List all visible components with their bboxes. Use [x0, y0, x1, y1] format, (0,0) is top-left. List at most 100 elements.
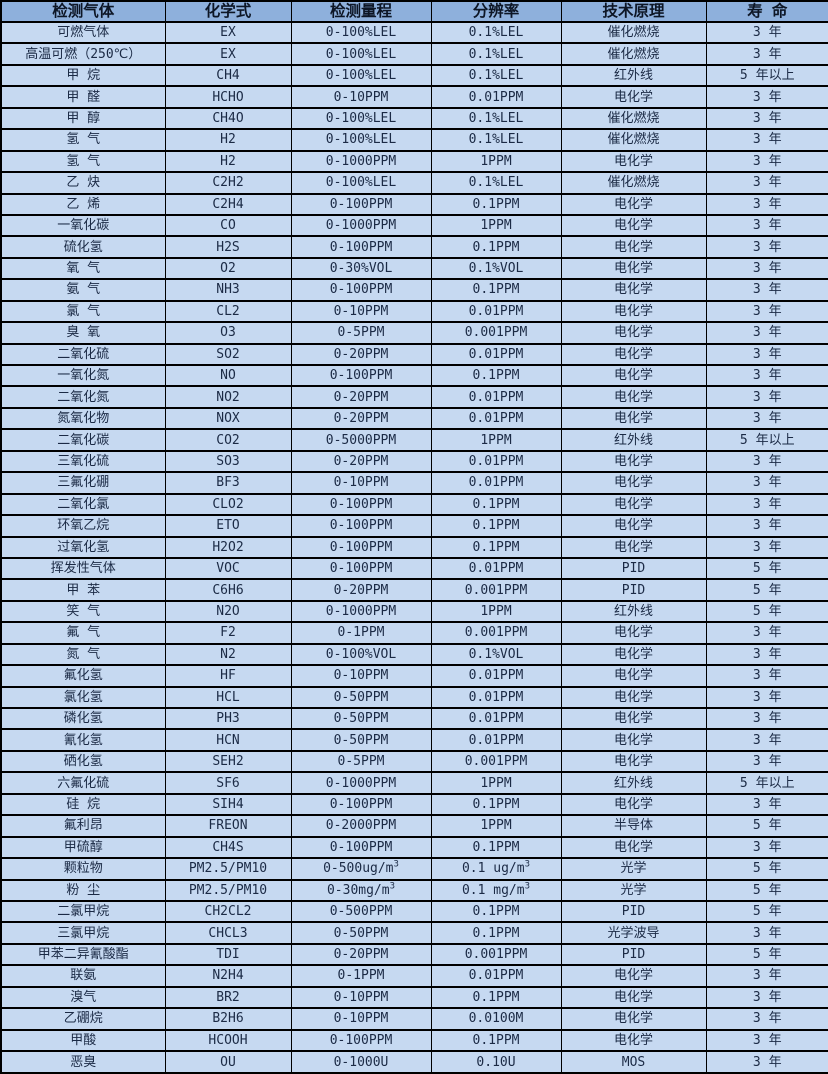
- table-cell: 0-100PPM: [290, 556, 432, 581]
- table-cell: 5 年: [705, 878, 828, 902]
- table-cell: 0.1PPM: [430, 192, 562, 216]
- table-cell: H2S: [164, 235, 292, 259]
- table-cell: 电化学: [560, 406, 707, 431]
- table-cell: 0-1000PPM: [290, 213, 432, 238]
- table-cell: 0.1PPM: [430, 235, 562, 259]
- table-cell: 电化学: [560, 621, 707, 645]
- table-row: 甲酸 HCOOH 0-100PPM 0.1PPM 电化学 3 年: [0, 1028, 828, 1053]
- table-cell: 3 年: [705, 213, 828, 238]
- table-cell: 0.01PPM: [430, 964, 562, 988]
- table-cell: 溴气: [0, 985, 166, 1010]
- table-cell: 0.1%LEL: [430, 106, 562, 131]
- table-cell: 电化学: [560, 1028, 707, 1053]
- table-cell: 0-100PPM: [290, 514, 432, 538]
- table-row: 甲 醛 HCHO 0-10PPM 0.01PPM 电化学 3 年: [0, 85, 828, 109]
- table-cell: HCHO: [164, 85, 292, 109]
- table-cell: 0-10PPM: [290, 471, 432, 495]
- table-row: 可燃气体 EX 0-100%LEL 0.1%LEL 催化燃烧 3 年: [0, 20, 828, 45]
- table-cell: 3 年: [705, 835, 828, 860]
- table-cell: PID: [560, 556, 707, 581]
- table-cell: 0.01PPM: [430, 556, 562, 581]
- table-row: 硒化氢 SEH2 0-5PPM 0.001PPM 电化学 3 年: [0, 749, 828, 774]
- table-cell: 3 年: [705, 749, 828, 774]
- table-cell: C6H6: [164, 578, 292, 602]
- table-cell: 红外线: [560, 428, 707, 452]
- table-cell: 电化学: [560, 213, 707, 238]
- table-cell: 0-5PPM: [290, 321, 432, 345]
- table-cell: 氮 气: [0, 642, 166, 667]
- table-cell: 3 年: [705, 621, 828, 645]
- table-cell: CO: [164, 213, 292, 238]
- table-cell: 甲 苯: [0, 578, 166, 602]
- table-cell: 0-10PPM: [290, 299, 432, 324]
- table-cell: 二氧化氯: [0, 492, 166, 517]
- table-cell: 3 年: [705, 321, 828, 345]
- table-cell: 三氧化硫: [0, 449, 166, 474]
- table-cell: 电化学: [560, 299, 707, 324]
- table-cell: 0-20PPM: [290, 942, 432, 967]
- table-cell: 可燃气体: [0, 20, 166, 45]
- table-cell: 三氯甲烷: [0, 921, 166, 945]
- table-cell: 3 年: [705, 706, 828, 731]
- table-cell: 0.001PPM: [430, 321, 562, 345]
- table-cell: NH3: [164, 278, 292, 302]
- table-cell: 电化学: [560, 256, 707, 281]
- table-cell: 1PPM: [430, 599, 562, 624]
- table-cell: 硅 烷: [0, 792, 166, 817]
- table-cell: 3 年: [705, 514, 828, 538]
- table-cell: 笑 气: [0, 599, 166, 624]
- table-cell: 3 年: [705, 728, 828, 752]
- table-cell: HCOOH: [164, 1028, 292, 1053]
- table-cell: BR2: [164, 985, 292, 1010]
- table-cell: 3 年: [705, 278, 828, 302]
- table-cell: VOC: [164, 556, 292, 581]
- table-cell: 0-100PPM: [290, 192, 432, 216]
- table-cell: 0-20PPM: [290, 385, 432, 409]
- table-cell: CH4: [164, 63, 292, 88]
- table-cell: 电化学: [560, 964, 707, 988]
- table-cell: 0.1%VOL: [430, 256, 562, 281]
- table-cell: 0-5000PPM: [290, 428, 432, 452]
- table-cell: 0-1000PPM: [290, 149, 432, 174]
- table-row: 硫化氢 H2S 0-100PPM 0.1PPM 电化学 3 年: [0, 235, 828, 259]
- column-header: 检测气体: [0, 0, 166, 23]
- table-cell: 红外线: [560, 63, 707, 88]
- table-row: 甲 苯 C6H6 0-20PPM 0.001PPM PID 5 年: [0, 578, 828, 602]
- table-cell: 0-100PPM: [290, 535, 432, 559]
- table-cell: 甲苯二异氰酸酯: [0, 942, 166, 967]
- table-cell: 电化学: [560, 985, 707, 1010]
- table-cell: 一氧化氮: [0, 363, 166, 388]
- table-cell: 0.001PPM: [430, 942, 562, 967]
- table-cell: 0.10U: [430, 1050, 562, 1074]
- table-cell: PID: [560, 942, 707, 967]
- table-cell: 电化学: [560, 149, 707, 174]
- table-cell: C2H4: [164, 192, 292, 216]
- table-cell: 电化学: [560, 471, 707, 495]
- table-cell: 电化学: [560, 664, 707, 688]
- table-cell: PM2.5/PM10: [164, 857, 292, 881]
- table-cell: 0-10PPM: [290, 85, 432, 109]
- table-cell: ETO: [164, 514, 292, 538]
- table-row: 甲 烷 CH4 0-100%LEL 0.1%LEL 红外线 5 年以上: [0, 63, 828, 88]
- table-cell: 乙 炔: [0, 171, 166, 195]
- table-cell: 0-100PPM: [290, 1028, 432, 1053]
- table-cell: 0-20PPM: [290, 578, 432, 602]
- table-cell: 0.01PPM: [430, 449, 562, 474]
- table-cell: 0.1%VOL: [430, 642, 562, 667]
- table-cell: 0-50PPM: [290, 685, 432, 710]
- table-cell: NO2: [164, 385, 292, 409]
- table-cell: 光学波导: [560, 921, 707, 945]
- table-row: 氢 气 H2 0-100%LEL 0.1%LEL 催化燃烧 3 年: [0, 128, 828, 152]
- table-cell: CH4S: [164, 835, 292, 860]
- table-row: 甲苯二异氰酸酯 TDI 0-20PPM 0.001PPM PID 5 年: [0, 942, 828, 967]
- table-cell: CL2: [164, 299, 292, 324]
- table-cell: TDI: [164, 942, 292, 967]
- table-row: 颗粒物 PM2.5/PM10 0-500ug/m3 0.1 ug/m3 光学 5 年: [0, 857, 828, 881]
- table-cell: H2O2: [164, 535, 292, 559]
- table-cell: 乙 烯: [0, 192, 166, 216]
- table-row: 溴气 BR2 0-10PPM 0.1PPM 电化学 3 年: [0, 985, 828, 1010]
- table-cell: 3 年: [705, 1007, 828, 1031]
- table-cell: CH4O: [164, 106, 292, 131]
- table-cell: 3 年: [705, 535, 828, 559]
- table-cell: 0-50PPM: [290, 921, 432, 945]
